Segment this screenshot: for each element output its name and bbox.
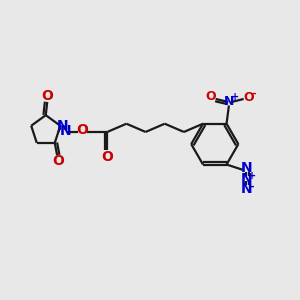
Text: O: O — [101, 150, 113, 164]
Text: O: O — [205, 90, 216, 103]
Text: N: N — [60, 124, 72, 138]
Text: N: N — [57, 119, 68, 133]
Text: N: N — [241, 182, 252, 196]
Text: +: + — [231, 92, 239, 102]
Text: -: - — [251, 89, 256, 99]
Text: N: N — [224, 95, 235, 108]
Text: O: O — [243, 91, 254, 104]
Text: N: N — [241, 172, 252, 186]
Text: -: - — [249, 181, 254, 191]
Text: O: O — [41, 89, 53, 103]
Text: O: O — [76, 123, 88, 137]
Text: +: + — [248, 171, 256, 181]
Text: O: O — [52, 154, 64, 168]
Text: N: N — [241, 161, 252, 175]
